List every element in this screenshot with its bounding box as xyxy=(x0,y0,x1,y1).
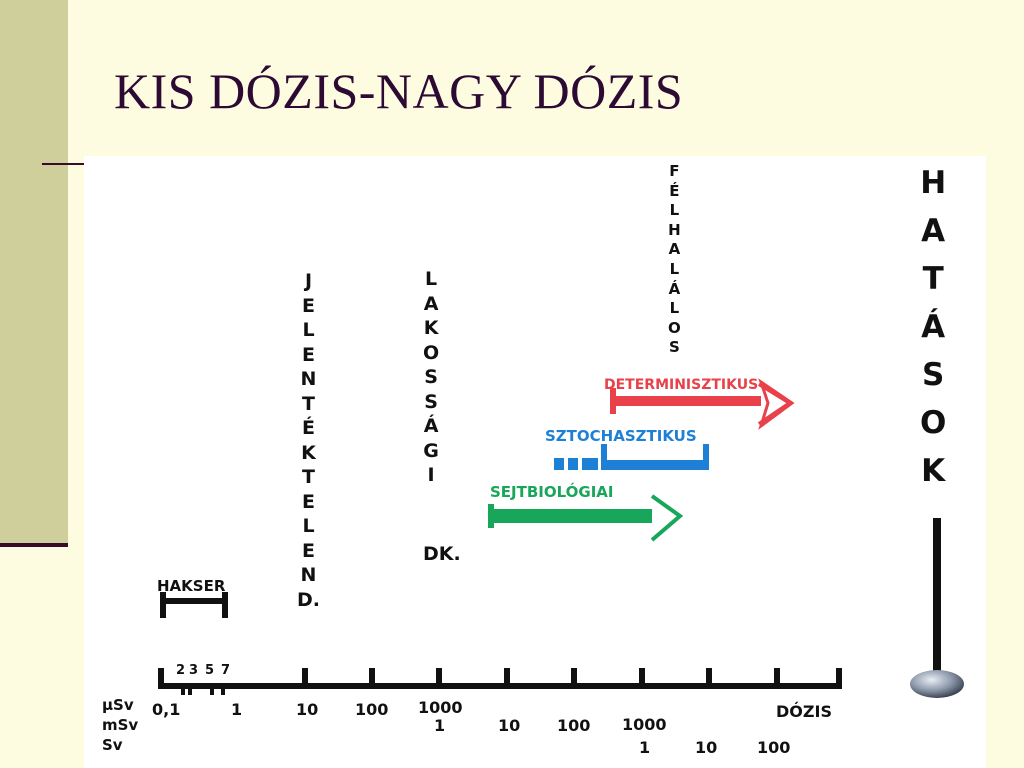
vertical-letter: Á xyxy=(423,415,439,437)
axis-tick xyxy=(639,668,645,689)
vertical-letter: L xyxy=(669,259,680,278)
vertical-letter: A xyxy=(921,213,946,249)
dose-axis-label: DÓZIS xyxy=(776,702,832,721)
usv-tick-label: 1 xyxy=(231,700,243,719)
vertical-letter: H xyxy=(920,165,947,201)
axis-tick xyxy=(706,668,712,689)
sztochasztikus-label: SZTOCHASZTIKUS xyxy=(545,427,697,445)
determinisztikus-label: DETERMINISZTIKUS xyxy=(604,377,759,393)
sv-tick-label: 100 xyxy=(757,738,791,757)
axis-major-ticks xyxy=(158,668,842,689)
vertical-letter: T xyxy=(302,466,315,488)
vertical-letter: Á xyxy=(921,309,946,345)
sejtbiologiai-arrow xyxy=(488,494,684,542)
vertical-letter: S xyxy=(668,338,680,357)
vertical-letter: L xyxy=(302,515,315,537)
axis-tick xyxy=(302,668,308,689)
msv-tick-label: 100 xyxy=(557,716,591,735)
axis-tick xyxy=(369,668,375,689)
slide-side-bar xyxy=(0,0,68,545)
vertical-letter: K xyxy=(423,317,439,339)
axis-tick xyxy=(504,668,510,689)
vertical-letter: J xyxy=(304,270,313,292)
slide-rule-top xyxy=(42,163,84,165)
vertical-letter: E xyxy=(302,294,315,317)
vertical-letter: É xyxy=(302,417,315,439)
vertical-letter: I xyxy=(427,464,435,486)
msv-tick-label: 1 xyxy=(434,716,446,735)
hakser-bracket xyxy=(160,592,228,618)
vertical-letter: O xyxy=(668,318,681,337)
vertical-letter: G xyxy=(423,439,439,462)
vertical-letter: E xyxy=(302,539,315,562)
axis-minor-tick xyxy=(181,689,185,695)
axis-minor-tick xyxy=(210,689,214,695)
axis-minor-ticks xyxy=(181,689,225,695)
vertical-letter: K xyxy=(301,441,316,464)
vertical-letter: É xyxy=(669,181,680,200)
hatasok-indicator xyxy=(910,518,964,698)
vertical-letter: E xyxy=(302,343,315,366)
usv-tick-label: 0,1 xyxy=(152,700,181,719)
vertical-letter: O xyxy=(920,405,947,441)
vertical-letter: L xyxy=(669,201,680,220)
vertical-letter: L xyxy=(669,299,680,318)
determinisztikus-arrow xyxy=(610,378,795,430)
slide-title: KIS DÓZIS-NAGY DÓZIS xyxy=(114,63,684,119)
dose-axis-line xyxy=(160,683,841,689)
msv-tick-label: 10 xyxy=(498,716,521,735)
msv-tick-label: 1000 xyxy=(622,715,667,734)
axis-tick xyxy=(436,668,442,689)
axis-tick xyxy=(571,668,577,689)
vertical-letter: D. xyxy=(297,588,320,611)
vertical-letter: S xyxy=(424,390,438,413)
vertical-letter: N xyxy=(300,368,317,390)
axis-tick xyxy=(774,668,780,689)
vertical-letter: S xyxy=(922,357,945,393)
axis-tick xyxy=(836,668,842,689)
lakossagi-suffix: DK. xyxy=(423,543,461,565)
sztochasztikus-bracket xyxy=(554,444,709,470)
vertical-letter: T xyxy=(922,261,944,297)
vertical-letter: F xyxy=(669,162,680,180)
sejtbiologiai-label: SEJTBIOLÓGIAI xyxy=(490,483,614,501)
sv-tick-label: 10 xyxy=(695,738,718,757)
minor-tick-label: 5 xyxy=(205,663,215,678)
minor-tick-label: 7 xyxy=(221,663,231,678)
vertical-letter: O xyxy=(423,341,440,364)
unit-sv: Sv xyxy=(102,736,123,754)
axis-minor-tick xyxy=(221,689,225,695)
slide-rule-bottom xyxy=(0,543,68,547)
dose-scale-graphic xyxy=(158,378,964,698)
vertical-letter: Á xyxy=(668,279,681,298)
vertical-letter: E xyxy=(302,490,315,513)
usv-tick-label: 10 xyxy=(296,700,319,719)
usv-tick-label: 100 xyxy=(355,700,389,719)
vertical-letter: A xyxy=(668,240,681,259)
jelentektelen-vertical-label: J E L E N T É K T E L E N D. xyxy=(297,272,320,615)
usv-tick-label: 1000 xyxy=(418,698,463,717)
axis-minor-tick xyxy=(188,689,192,695)
vertical-letter: T xyxy=(302,392,315,415)
minor-tick-label: 2 xyxy=(176,663,186,678)
vertical-letter: H xyxy=(668,220,681,239)
vertical-letter: L xyxy=(302,319,315,341)
hakser-label: HAKSER xyxy=(157,577,226,595)
vertical-letter: A xyxy=(423,292,439,315)
sv-tick-label: 1 xyxy=(639,738,651,757)
vertical-letter: S xyxy=(424,366,438,388)
vertical-letter: L xyxy=(425,268,438,290)
minor-tick-label: 3 xyxy=(189,663,199,678)
vertical-letter: K xyxy=(921,453,946,489)
unit-msv: mSv xyxy=(102,716,139,734)
unit-usv: µSv xyxy=(102,696,134,714)
vertical-letter: N xyxy=(300,564,317,586)
axis-tick xyxy=(158,668,164,689)
